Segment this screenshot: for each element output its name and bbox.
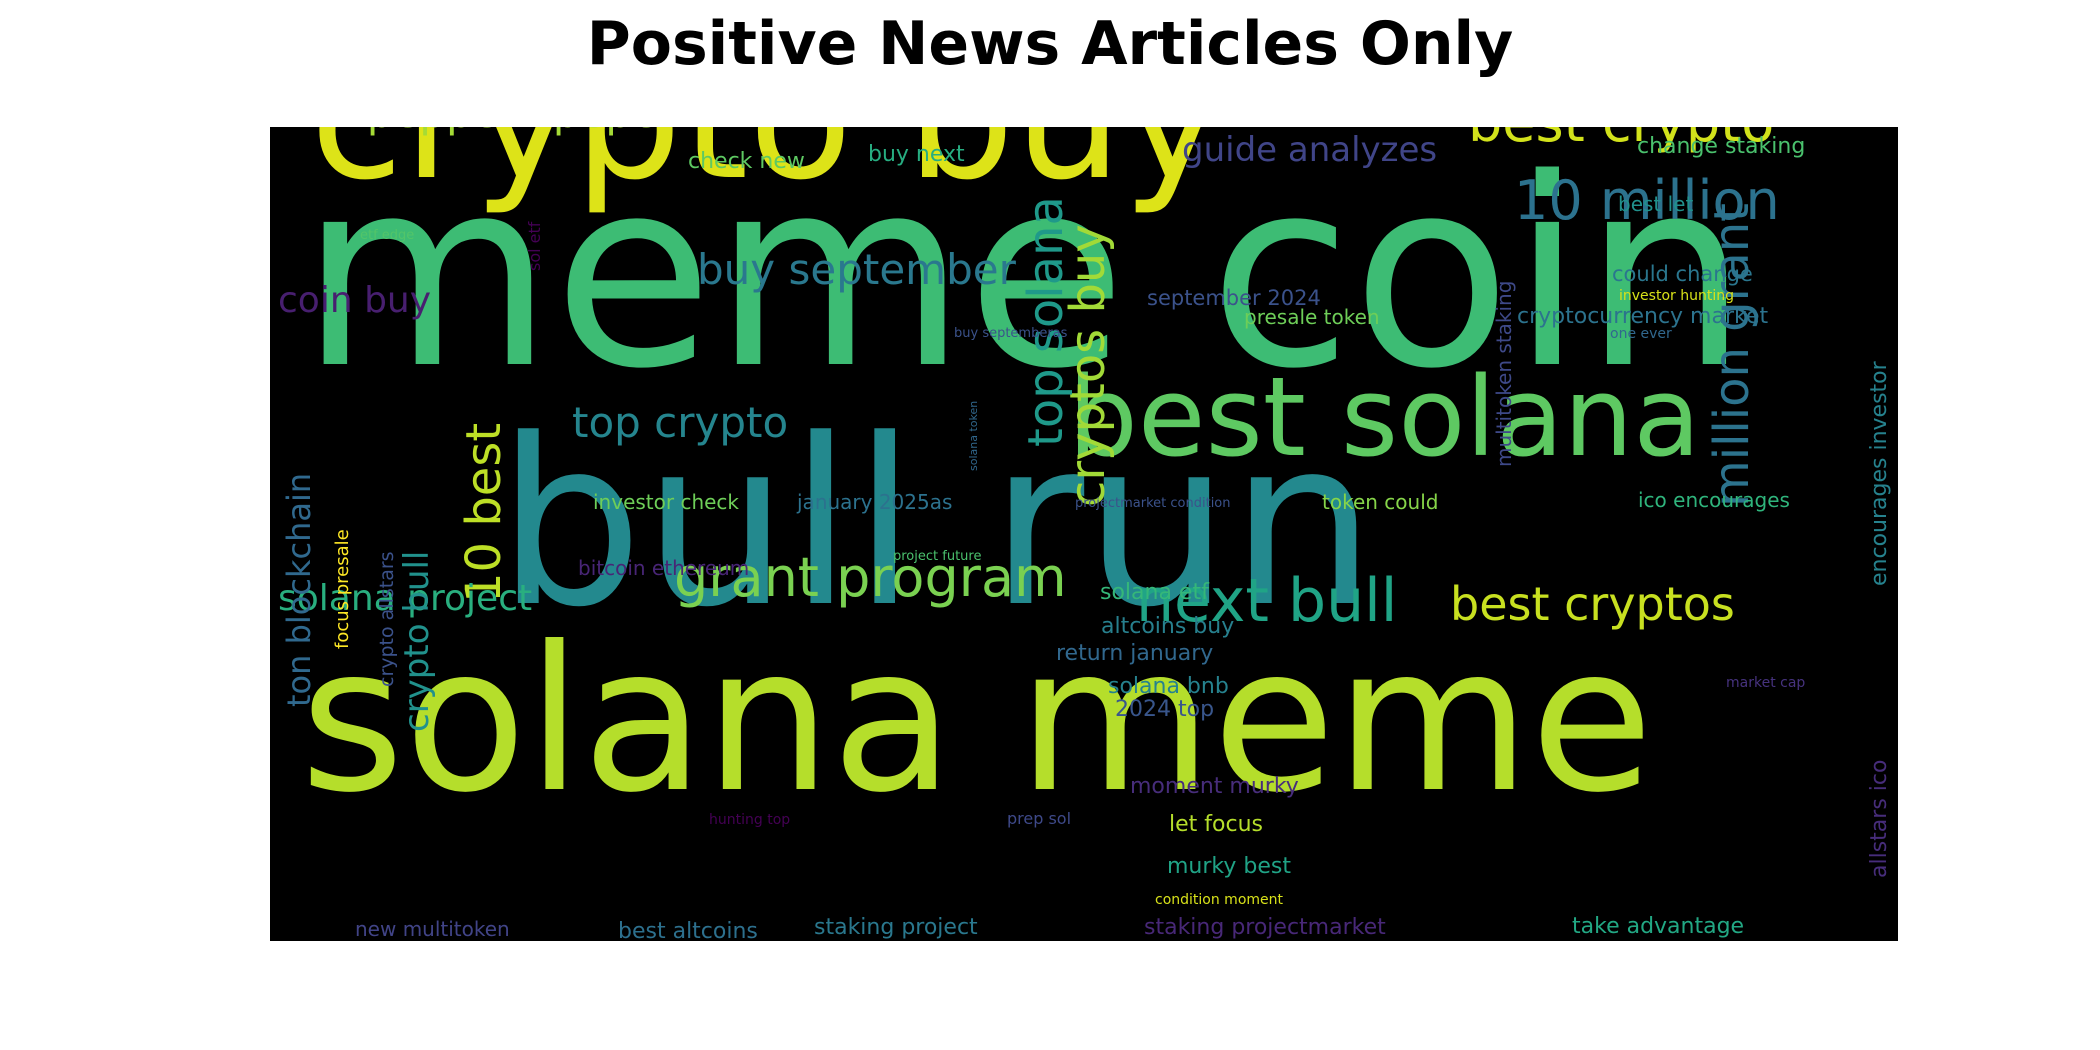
cloud-word-bull-run: bull run [497,391,1376,658]
cloud-word-murky-best: murky best [1167,854,1291,879]
cloud-word-investor-check: investor check [593,490,739,514]
cloud-word-next-bull: next bull [1136,566,1397,636]
cloud-word-best-solana: best solana [1068,353,1701,481]
cloud-word-hunting-top: hunting top [709,812,790,828]
cloud-word-etf-edge: etf edge [360,228,414,243]
cloud-word-change-staking: change staking [1637,134,1805,159]
cloud-word-allstars-ico: allstars ico [1867,760,1892,878]
cloud-word-solana-project: solana project [278,578,532,619]
cloud-word-focus-presale: focus presale [332,529,353,649]
cloud-word-meme-coin: meme coin [300,127,1748,426]
cloud-word-best-cryptos: best cryptos [1450,577,1735,631]
cloud-word-market-cap: market cap [1726,675,1805,691]
cloud-word-check-new: check new [688,149,805,174]
cloud-word-10-best: 10 best [456,423,512,603]
cloud-word-best-crypto: best crypto [1468,127,1774,154]
cloud-word-crypto-allstars: crypto allstars [376,551,398,687]
cloud-word-crypto-bull: crypto bull [397,551,437,732]
cloud-word-token-could: token could [1322,490,1438,514]
cloud-word-solana-bnb: solana bnb [1108,674,1229,699]
cloud-word-take-advantage: take advantage [1572,914,1744,939]
cloud-word-ico-encourages: ico encourages [1638,488,1790,512]
cloud-word-buy-septemberas: buy septemberas [954,326,1068,341]
cloud-word-grant-program: grant program [674,546,1067,609]
cloud-word-cryptos-buy: cryptos buy [1060,224,1116,507]
cloud-word-buy-next: buy next [868,142,965,167]
cloud-word-crypto-buy: crypto buy [310,127,1223,218]
cloud-word-coin-buy: coin buy [278,280,431,321]
cloud-word-staking-projectmarket: staking projectmarket [1144,915,1386,940]
cloud-word-presale-token: presale token [1244,305,1380,329]
cloud-word-million-grant: million grant [1704,203,1760,507]
cloud-word-moment-murky: moment murky [1130,774,1299,799]
cloud-word-encourages-investor: encourages investor [1867,360,1892,586]
cloud-word-multitoken-staking: multitoken staking [1492,281,1516,467]
cloud-word-guide-analyzes: guide analyzes [1182,130,1437,170]
cloud-word-ton-blockchain: ton blockchain [280,473,318,707]
cloud-word-return-january: return january [1056,641,1213,666]
cloud-word-solana-etf: solana etf [1100,580,1210,605]
cloud-word-condition-moment: condition moment [1155,892,1284,908]
cloud-word-best-altcoins: best altcoins [618,919,758,941]
cloud-word-cryptocurrency-market: cryptocurrency market [1517,304,1769,329]
cloud-word-solana-token: solana token [967,401,980,471]
cloud-word-best-let: best let [1618,192,1693,216]
figure-title: Positive News Articles Only [586,9,1514,79]
cloud-word-staking-project: staking project [814,915,978,940]
cloud-word-2024-top: 2024 top [1115,697,1214,722]
cloud-word-altcoins-buy: altcoins buy [1101,614,1234,639]
cloud-word-10-million: 10 million [1514,169,1780,232]
cloud-word-mpeppe-mpepe: mpeppe mpepe [326,127,658,137]
cloud-word-investor-hunting: investor hunting [1619,288,1734,304]
cloud-word-projectmarket-condition: projectmarket condition [1075,496,1231,511]
cloud-word-one-ever: one ever [1610,326,1672,342]
cloud-word-project-future: project future [893,549,981,564]
cloud-word-sol-etf: sol etf [525,221,544,271]
cloud-word-solana-meme: solana meme [300,604,1653,837]
cloud-word-january-2025as: january 2025as [796,490,952,514]
cloud-word-could-change: could change [1612,262,1753,286]
cloud-word-september-2024: september 2024 [1147,286,1321,310]
cloud-word-prep-sol: prep sol [1007,809,1071,828]
cloud-word-top-crypto: top crypto [572,398,788,447]
cloud-word-top-solana: top solana [1018,196,1074,447]
cloud-word-bitcoin-ethereum: bitcoin ethereum [578,556,749,580]
cloud-word-buy-september: buy september [697,245,1017,294]
cloud-word-new-multitoken: new multitoken [355,917,510,941]
cloud-word-let-focus: let focus [1169,812,1263,837]
